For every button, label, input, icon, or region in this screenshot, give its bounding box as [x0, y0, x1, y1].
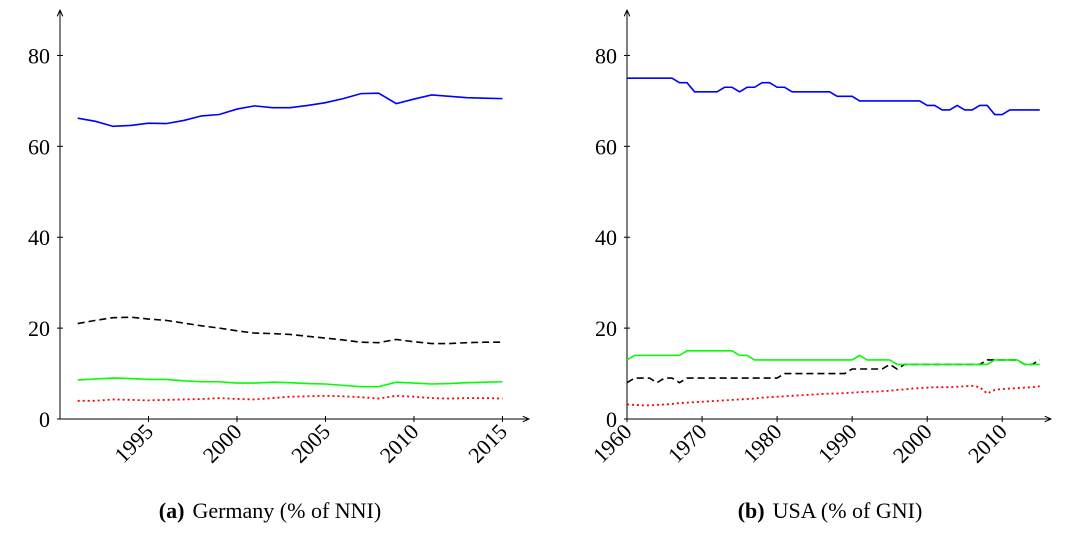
caption-title: USA (% of GNI): [773, 498, 923, 523]
series-line: [77, 394, 503, 402]
series-line: [77, 377, 503, 388]
y-tick-label: 20: [595, 316, 617, 341]
x-tick-label: 1990: [813, 419, 862, 468]
x-tick-label: 1960: [588, 419, 637, 468]
y-tick-label: 60: [595, 134, 617, 159]
x-tick-label: 2010: [963, 419, 1012, 468]
caption-label: (b): [738, 498, 765, 523]
x-tick-label: 2005: [286, 419, 335, 468]
y-tick-label: 40: [28, 225, 50, 250]
series-line: [77, 316, 503, 345]
series-line: [77, 92, 503, 128]
series-line: [626, 350, 1040, 366]
x-tick-label: 2000: [198, 419, 247, 468]
series-line: [627, 77, 1040, 116]
y-tick-label: 80: [595, 43, 617, 68]
y-tick-label: 20: [28, 316, 50, 341]
y-tick-label: 60: [28, 134, 50, 159]
x-tick-label: 1970: [663, 419, 712, 468]
y-tick-label: 40: [595, 225, 617, 250]
caption-label: (a): [159, 498, 185, 523]
y-tick-label: 0: [606, 407, 617, 432]
x-tick-label: 2000: [888, 419, 937, 468]
series-line: [626, 384, 1040, 407]
y-tick-label: 80: [28, 43, 50, 68]
x-tick-label: 2015: [463, 419, 512, 468]
x-tick-label: 1995: [109, 419, 158, 468]
series-line: [626, 359, 1041, 384]
x-tick-label: 1980: [738, 419, 787, 468]
x-tick-label: 2010: [375, 419, 424, 468]
y-tick-label: 0: [39, 407, 50, 432]
caption: (a) Germany (% of NNI): [159, 498, 381, 523]
caption: (b) USA (% of GNI): [738, 498, 923, 523]
caption-title: Germany (% of NNI): [192, 498, 381, 523]
